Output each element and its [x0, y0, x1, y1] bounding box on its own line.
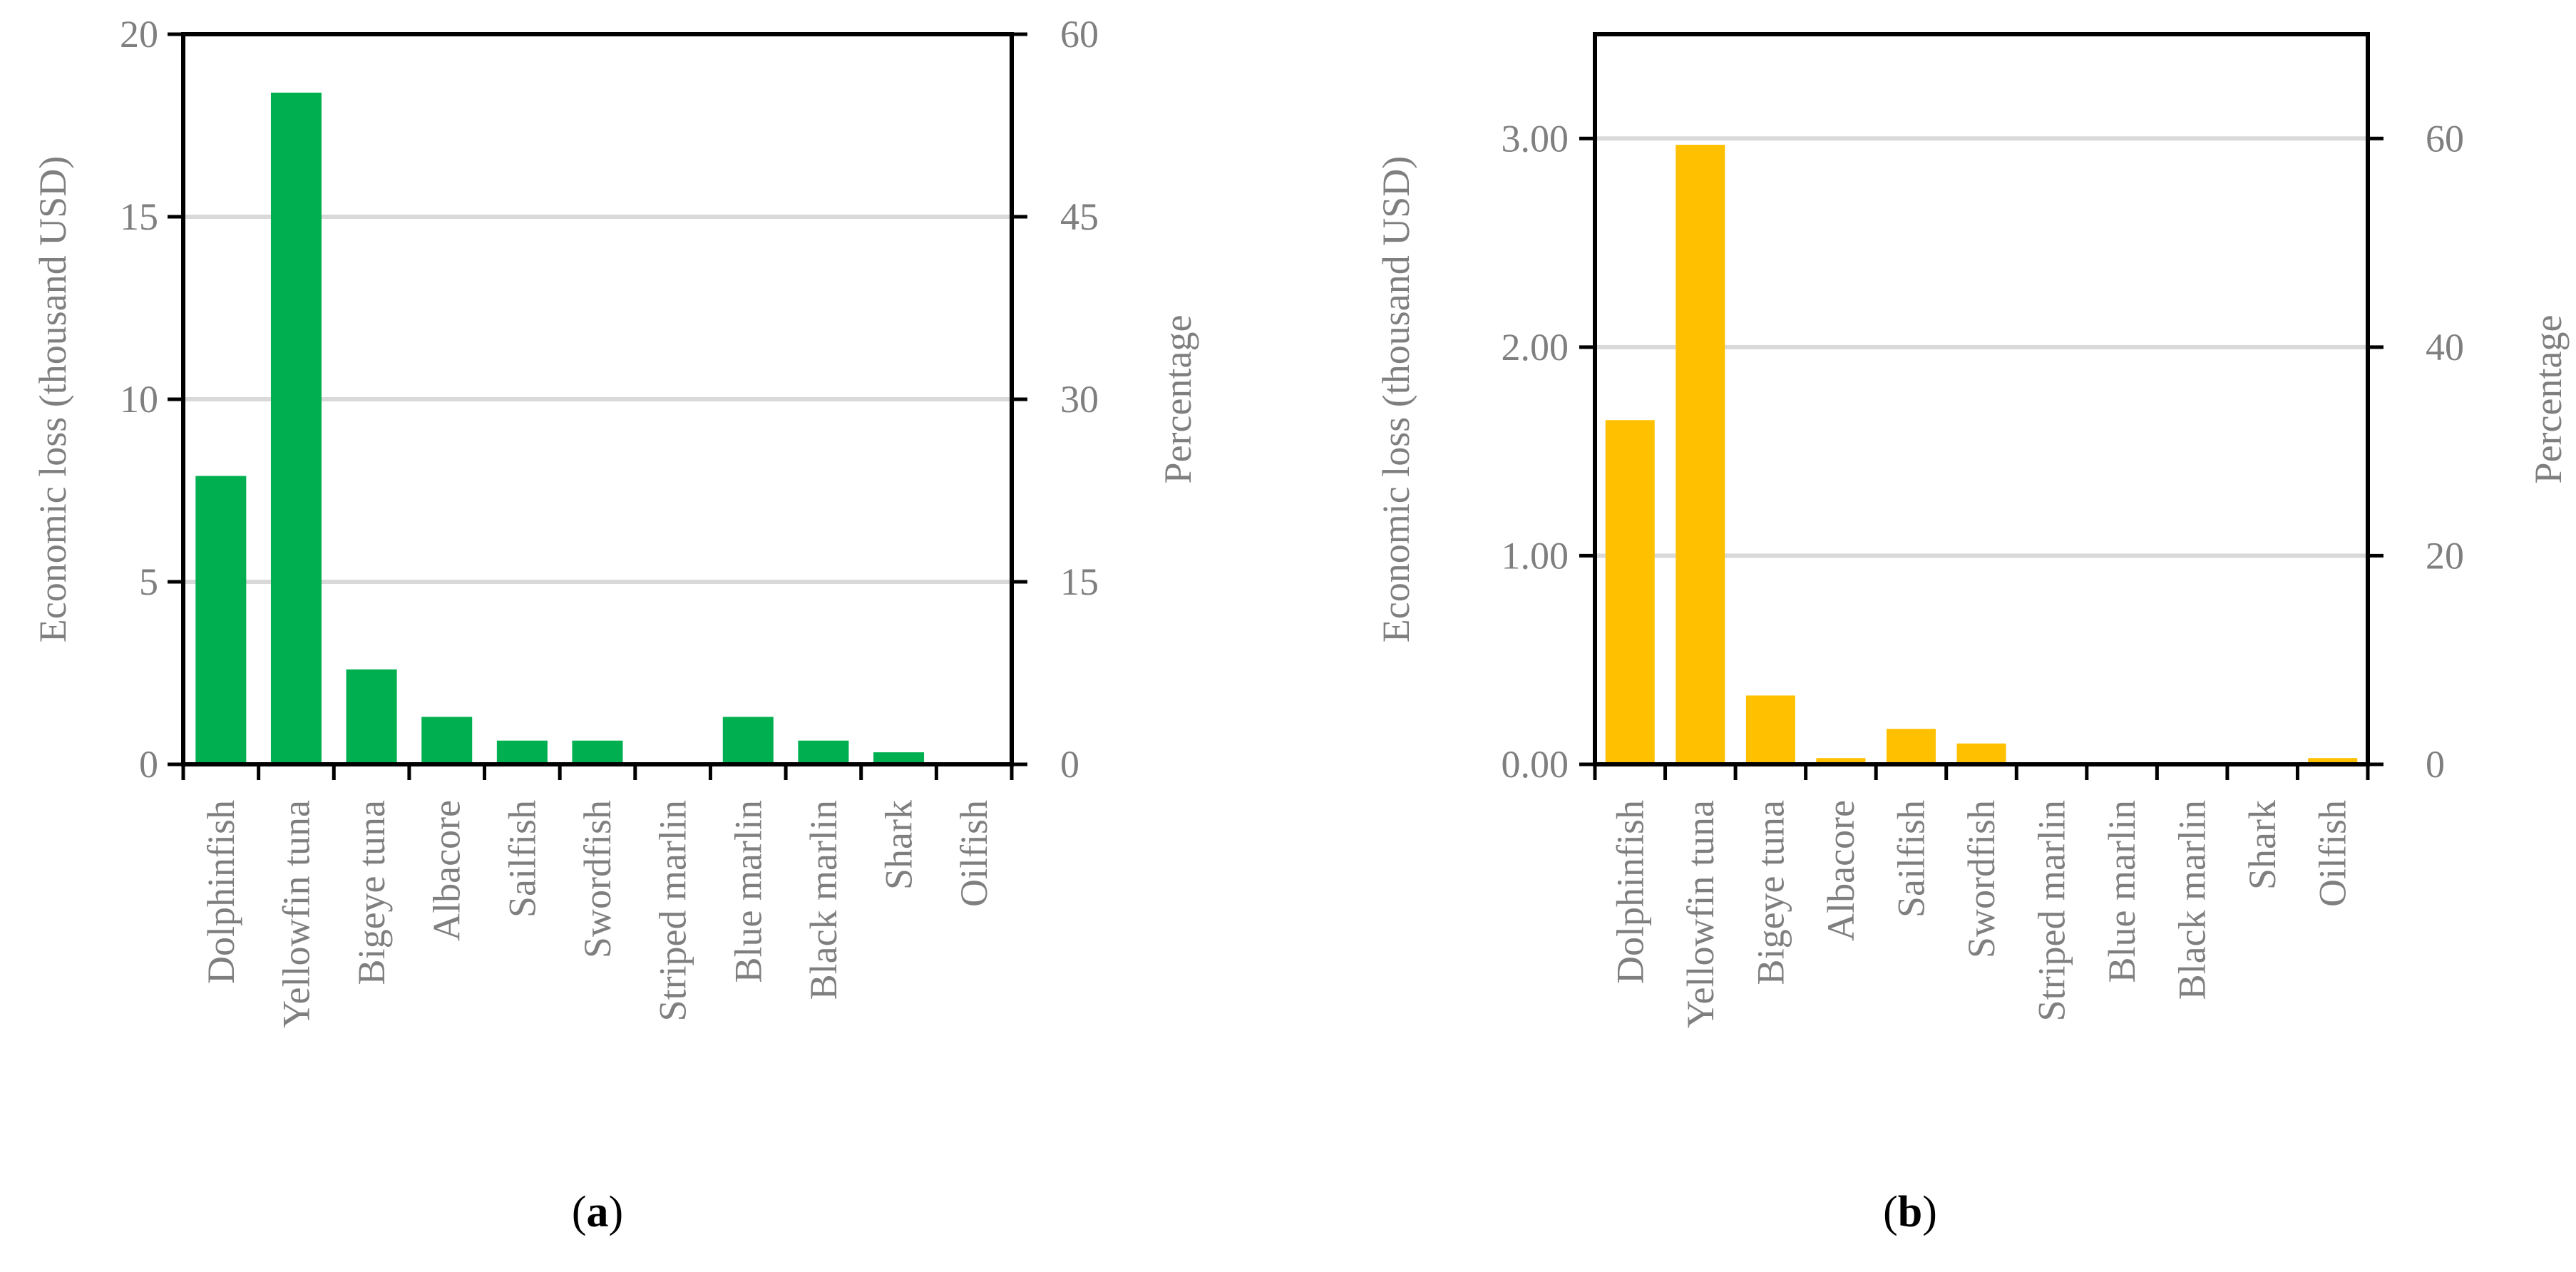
- bar-black-marlin: [798, 740, 849, 764]
- y2-tick-label: 15: [1060, 560, 1099, 603]
- category-label: Oilfish: [953, 800, 995, 907]
- y2-tick-label: 30: [1060, 378, 1099, 421]
- y2-tick-label: 0: [1060, 743, 1079, 786]
- y-axis-title: Economic loss (thousand USD): [1375, 156, 1417, 642]
- category-label: Bigeye tuna: [350, 800, 393, 985]
- bar-dolphinfish: [1605, 420, 1655, 764]
- category-label: Sailfish: [1889, 800, 1932, 918]
- category-label: Blue marlin: [727, 800, 769, 983]
- panel-a-chart: 0 5 10 15 20 0 15 30 45 60 Dolphinfish Yellowfin tu…: [31, 13, 1199, 1236]
- y2-axis-title: Percentage: [2527, 315, 2570, 484]
- panel-b-chart: 0.00 1.00 2.00 3.00 0 20 40 60 Dolphinfish Yellow…: [1375, 32, 2570, 1236]
- bar-swordfish: [1956, 743, 2006, 764]
- y-tick-label: 2.00: [1502, 326, 1569, 369]
- category-label: Swordfish: [1960, 800, 2003, 958]
- category-label: Black marlin: [2171, 800, 2214, 1000]
- y2-tick-label: 45: [1060, 195, 1099, 238]
- y2-tick-label: 60: [2426, 117, 2464, 160]
- bar-dolphinfish: [195, 476, 247, 764]
- y-tick-label: 5: [139, 560, 158, 603]
- y-tick-label: 20: [120, 13, 158, 56]
- panel-label: (a): [572, 1188, 623, 1236]
- category-label: Sailfish: [501, 800, 543, 918]
- y-tick-label: 0: [139, 743, 158, 786]
- bar-sailfish: [496, 740, 548, 764]
- bar-albacore: [1816, 758, 1866, 764]
- bar-sailfish: [1886, 729, 1936, 764]
- category-label: Swordfish: [576, 800, 619, 958]
- bar-albacore: [421, 717, 473, 764]
- y2-tick-label: 0: [2426, 743, 2445, 786]
- panel-label: (b): [1883, 1188, 1937, 1236]
- category-label: Striped marlin: [652, 800, 694, 1021]
- bar-oilfish: [2308, 758, 2358, 764]
- bar-swordfish: [572, 740, 623, 764]
- y2-tick-label: 60: [1060, 13, 1099, 56]
- bar-blue-marlin: [722, 717, 774, 764]
- y2-axis-title: Percentage: [1156, 315, 1199, 484]
- y-tick-label: 1.00: [1502, 534, 1569, 577]
- category-label: Bigeye tuna: [1749, 800, 1792, 985]
- bar-yellowfin-tuna: [1676, 145, 1725, 764]
- bar-bigeye-tuna: [346, 669, 397, 764]
- y-tick-label: 0.00: [1502, 743, 1569, 786]
- category-label: Dolphinfish: [1608, 800, 1651, 984]
- category-label: Dolphinfish: [200, 800, 242, 984]
- category-label: Blue marlin: [2100, 800, 2143, 983]
- y2-tick-label: 20: [2426, 534, 2464, 577]
- y-tick-label: 10: [120, 378, 158, 421]
- bar-bigeye-tuna: [1745, 695, 1795, 764]
- plot-frame: [1593, 32, 2370, 766]
- category-label: Albacore: [1820, 800, 1862, 941]
- category-label: Albacore: [426, 800, 468, 941]
- category-label: Striped marlin: [2031, 800, 2073, 1021]
- y-axis-title: Economic loss (thousand USD): [31, 156, 74, 642]
- category-label: Shark: [2241, 800, 2284, 890]
- category-label: Oilfish: [2311, 800, 2354, 907]
- y-tick-label: 3.00: [1502, 117, 1569, 160]
- category-label: Black marlin: [802, 800, 845, 1000]
- y-tick-label: 15: [120, 195, 158, 238]
- category-label: Shark: [878, 800, 920, 890]
- bar-shark: [873, 752, 925, 764]
- category-label: Yellowfin tuna: [274, 800, 317, 1028]
- bar-yellowfin-tuna: [270, 92, 322, 765]
- y2-tick-label: 40: [2426, 326, 2464, 369]
- category-label: Yellowfin tuna: [1679, 800, 1722, 1028]
